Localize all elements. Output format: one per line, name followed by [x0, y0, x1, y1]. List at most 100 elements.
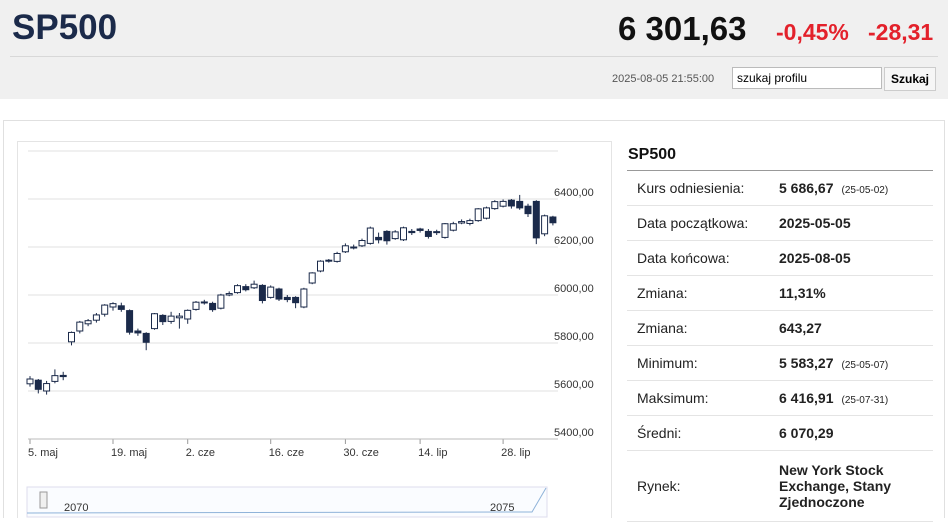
navigator-label: 2070	[64, 502, 88, 514]
change-abs: -28,31	[868, 19, 934, 45]
row-label: Rynek:	[637, 478, 681, 494]
info-table: SP500 Kurs odniesienia: 5 686,67 (25-05-02…	[627, 140, 933, 522]
row-label: Zmiana:	[637, 285, 688, 301]
candle-body	[175, 315, 183, 319]
candle-body	[109, 303, 117, 308]
candle-body	[408, 230, 416, 234]
table-row: Zmiana: 11,31%	[627, 276, 933, 311]
candle-body	[43, 383, 51, 392]
navigator-handle	[39, 491, 48, 509]
candle-body	[516, 200, 524, 209]
table-row: Data początkowa: 2025-05-05	[627, 206, 933, 241]
candle-body	[391, 231, 399, 240]
price: 6 301,63	[618, 10, 747, 47]
candle-body	[134, 330, 142, 334]
row-label: Kurs odniesienia:	[637, 180, 745, 196]
candle-body	[126, 310, 134, 333]
row-label: Średni:	[637, 425, 682, 441]
candle-body	[308, 272, 316, 284]
row-value: 2025-08-05	[779, 250, 851, 266]
candle-body	[225, 293, 233, 296]
candle-body	[26, 378, 34, 385]
candle-body	[375, 236, 383, 241]
candle-body	[383, 230, 391, 242]
candle-body	[234, 285, 241, 294]
table-row: Średni: 6 070,29	[627, 416, 933, 451]
y-tick-label: 5800,00	[554, 331, 594, 343]
x-tick-label: 19. maj	[111, 447, 147, 459]
candle-body	[441, 223, 449, 238]
table-row: Kurs odniesienia: 5 686,67 (25-05-02)	[627, 171, 933, 206]
table-row: Data końcowa: 2025-08-05	[627, 241, 933, 276]
table-title: SP500	[627, 140, 933, 171]
candle-body	[92, 314, 100, 321]
candle-body	[416, 228, 424, 231]
candle-body	[358, 240, 366, 247]
x-tick-label: 28. lip	[501, 447, 530, 459]
search-input[interactable]: szukaj profilu	[732, 67, 882, 89]
symbol: SP500	[12, 8, 118, 47]
row-value: New York Stock Exchange, Stany Zjednoczo…	[779, 462, 892, 510]
candle-body	[507, 199, 515, 207]
candle-body	[491, 201, 499, 210]
candle-body	[333, 252, 341, 262]
row-value: 6 416,91 (25-07-31)	[779, 390, 889, 406]
row-note: (25-05-07)	[841, 360, 889, 371]
candle-body	[466, 220, 474, 224]
table-row: Minimum: 5 583,27 (25-05-07)	[627, 346, 933, 381]
content-panel	[3, 120, 945, 518]
x-tick-label: 5. maj	[28, 447, 58, 459]
candle-body	[283, 296, 291, 301]
candle-body	[433, 231, 441, 234]
candle-body	[267, 286, 275, 298]
candle-body	[499, 200, 507, 207]
y-tick-label: 5400,00	[554, 427, 594, 439]
candle-body	[192, 301, 200, 310]
row-value: 6 070,29	[779, 425, 834, 441]
chart-frame	[17, 141, 612, 518]
row-label: Maksimum:	[637, 390, 709, 406]
search-button[interactable]: Szukaj	[884, 67, 936, 91]
y-tick-label: 6000,00	[554, 283, 594, 295]
candle-body	[117, 305, 125, 310]
candle-body	[59, 374, 67, 378]
candle-body	[76, 321, 84, 332]
row-label: Minimum:	[637, 355, 698, 371]
candle-body	[68, 331, 75, 343]
candle-body	[217, 294, 225, 309]
y-tick-label: 6400,00	[554, 187, 594, 199]
y-tick-label: 6200,00	[554, 235, 594, 247]
candle-body	[541, 215, 549, 235]
candle-body	[142, 332, 150, 343]
candle-body	[532, 200, 540, 239]
navigator-label: 2075	[490, 502, 514, 514]
candle-body	[34, 379, 42, 390]
row-value: 2025-05-05	[779, 215, 851, 231]
candle-body	[341, 245, 349, 253]
row-value: 5 583,27 (25-05-07)	[779, 355, 889, 371]
candle-body	[300, 288, 308, 308]
candle-body	[200, 301, 208, 304]
candle-body	[474, 208, 482, 222]
table-row: Rynek: New York Stock Exchange, Stany Zje…	[627, 451, 933, 522]
candle-body	[167, 315, 175, 322]
candle-body	[458, 221, 466, 224]
x-tick-label: 2. cze	[186, 447, 215, 459]
y-tick-label: 5600,00	[554, 379, 594, 391]
row-value: 5 686,67 (25-05-02)	[779, 180, 889, 196]
candle-body	[317, 260, 324, 272]
x-tick-label: 16. cze	[269, 447, 304, 459]
candle-body	[184, 309, 192, 320]
candle-body	[151, 313, 158, 330]
candle-body	[400, 227, 407, 241]
row-value: 643,27	[779, 320, 822, 336]
row-label: Data początkowa:	[637, 215, 749, 231]
candle-body	[350, 246, 358, 249]
candle-body	[159, 314, 167, 323]
table-row: Zmiana: 643,27	[627, 311, 933, 346]
candle-body	[549, 216, 557, 224]
candle-body	[449, 223, 457, 231]
candle-body	[275, 288, 283, 300]
candle-body	[483, 207, 490, 219]
